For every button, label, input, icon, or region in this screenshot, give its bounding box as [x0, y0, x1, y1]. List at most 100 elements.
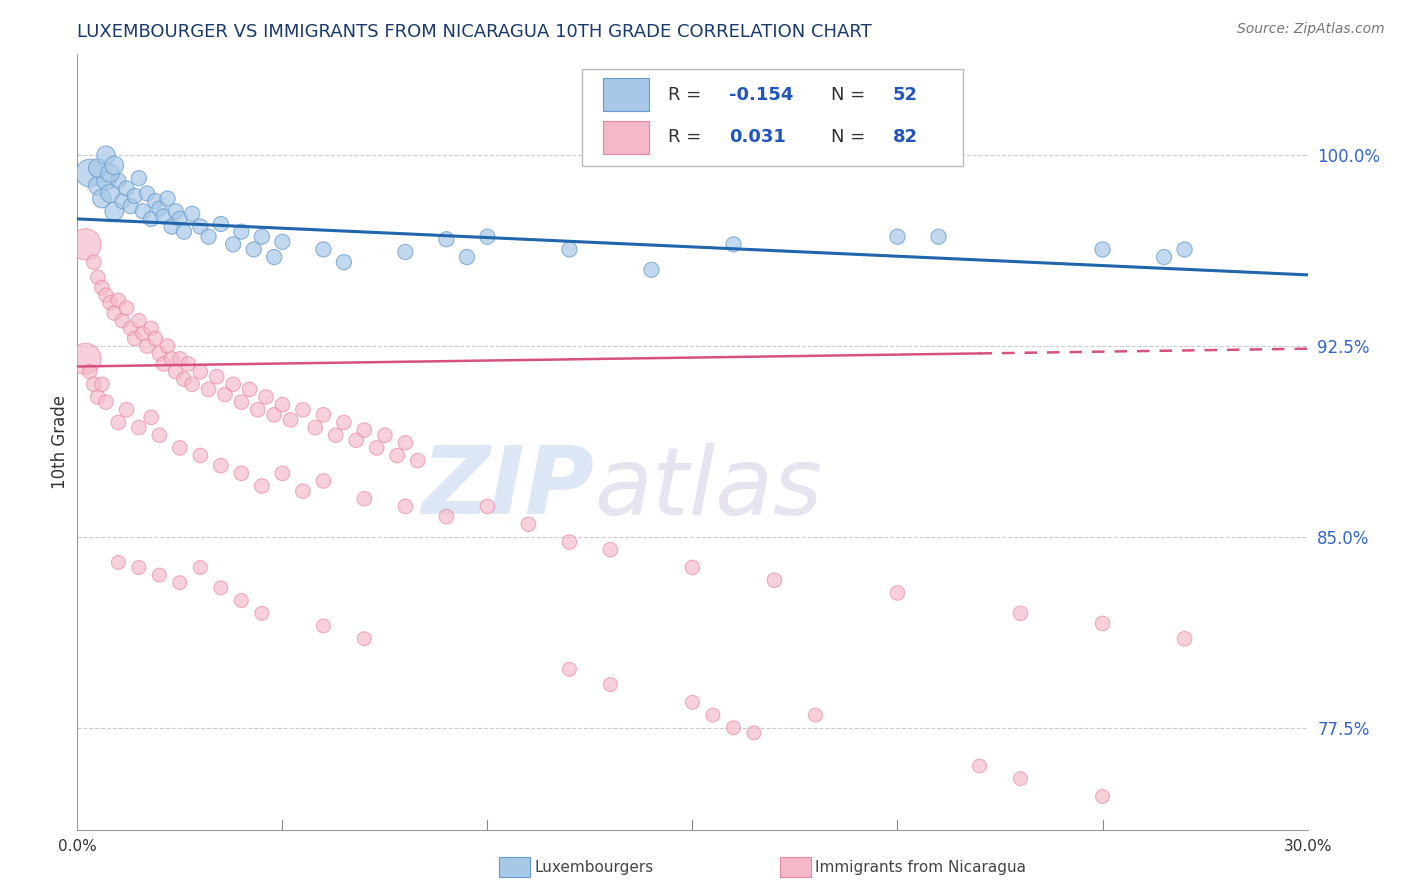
Point [436, 232, 458, 246]
Point [477, 229, 499, 244]
Point [103, 159, 125, 173]
Point [517, 517, 540, 532]
Point [209, 581, 232, 595]
Point [132, 326, 155, 341]
Point [173, 225, 195, 239]
Point [250, 229, 273, 244]
Point [143, 331, 166, 345]
Point [141, 410, 163, 425]
Point [87, 270, 110, 285]
Point [456, 250, 478, 264]
Point [250, 607, 273, 621]
Point [188, 219, 212, 234]
Point [702, 708, 724, 723]
Point [242, 243, 264, 257]
Point [160, 351, 183, 366]
Point [271, 467, 294, 481]
Point [886, 586, 908, 600]
Point [804, 708, 827, 723]
Point [231, 225, 253, 239]
Point [188, 365, 212, 379]
Point [173, 372, 195, 386]
Point [128, 314, 150, 328]
Point [222, 377, 245, 392]
Point [165, 204, 187, 219]
Text: R =: R = [668, 86, 707, 103]
Point [246, 402, 269, 417]
Point [94, 395, 117, 409]
Point [291, 402, 314, 417]
Point [406, 453, 429, 467]
Point [1174, 632, 1197, 646]
Point [214, 387, 236, 401]
Point [169, 441, 191, 455]
Point [304, 420, 326, 434]
Point [291, 484, 314, 499]
Point [148, 568, 170, 582]
Point [394, 500, 416, 514]
Point [124, 331, 146, 345]
Point [120, 321, 142, 335]
Point [94, 148, 117, 162]
Point [682, 695, 704, 709]
Point [353, 632, 375, 646]
Point [169, 351, 191, 366]
Point [107, 555, 129, 569]
Point [87, 178, 110, 193]
Text: Source: ZipAtlas.com: Source: ZipAtlas.com [1237, 22, 1385, 37]
Point [374, 428, 396, 442]
Point [599, 677, 621, 691]
Point [75, 351, 97, 366]
Text: R =: R = [668, 128, 707, 146]
Point [128, 560, 150, 574]
Point [111, 194, 134, 208]
Point [231, 467, 253, 481]
Point [115, 181, 138, 195]
Point [239, 383, 262, 397]
Point [969, 759, 991, 773]
Text: Immigrants from Nicaragua: Immigrants from Nicaragua [815, 860, 1026, 874]
Point [115, 402, 138, 417]
Point [107, 174, 129, 188]
Point [1153, 250, 1175, 264]
Point [344, 434, 367, 448]
Point [197, 383, 219, 397]
Point [353, 423, 375, 437]
Point [599, 542, 621, 557]
Point [723, 237, 745, 252]
Point [181, 377, 204, 392]
Point [111, 314, 134, 328]
Point [558, 662, 581, 676]
Point [128, 420, 150, 434]
Point [312, 408, 335, 422]
Point [156, 192, 179, 206]
Point [181, 207, 204, 221]
Point [148, 347, 170, 361]
Point [333, 255, 356, 269]
Point [209, 458, 232, 473]
Point [271, 235, 294, 249]
Point [312, 243, 335, 257]
Point [103, 204, 125, 219]
Point [928, 229, 950, 244]
Point [115, 301, 138, 315]
Point [394, 435, 416, 450]
Point [132, 204, 155, 219]
Point [141, 211, 163, 226]
Point [1174, 243, 1197, 257]
Point [75, 237, 97, 252]
Text: 82: 82 [893, 128, 918, 146]
Point [222, 237, 245, 252]
Point [723, 721, 745, 735]
Point [231, 593, 253, 607]
Point [250, 479, 273, 493]
Point [366, 441, 388, 455]
Point [94, 288, 117, 302]
Text: Luxembourgers: Luxembourgers [534, 860, 654, 874]
Y-axis label: 10th Grade: 10th Grade [51, 394, 69, 489]
Point [263, 408, 285, 422]
Point [333, 416, 356, 430]
Point [141, 321, 163, 335]
Point [107, 293, 129, 308]
Text: LUXEMBOURGER VS IMMIGRANTS FROM NICARAGUA 10TH GRADE CORRELATION CHART: LUXEMBOURGER VS IMMIGRANTS FROM NICARAGU… [77, 23, 872, 41]
